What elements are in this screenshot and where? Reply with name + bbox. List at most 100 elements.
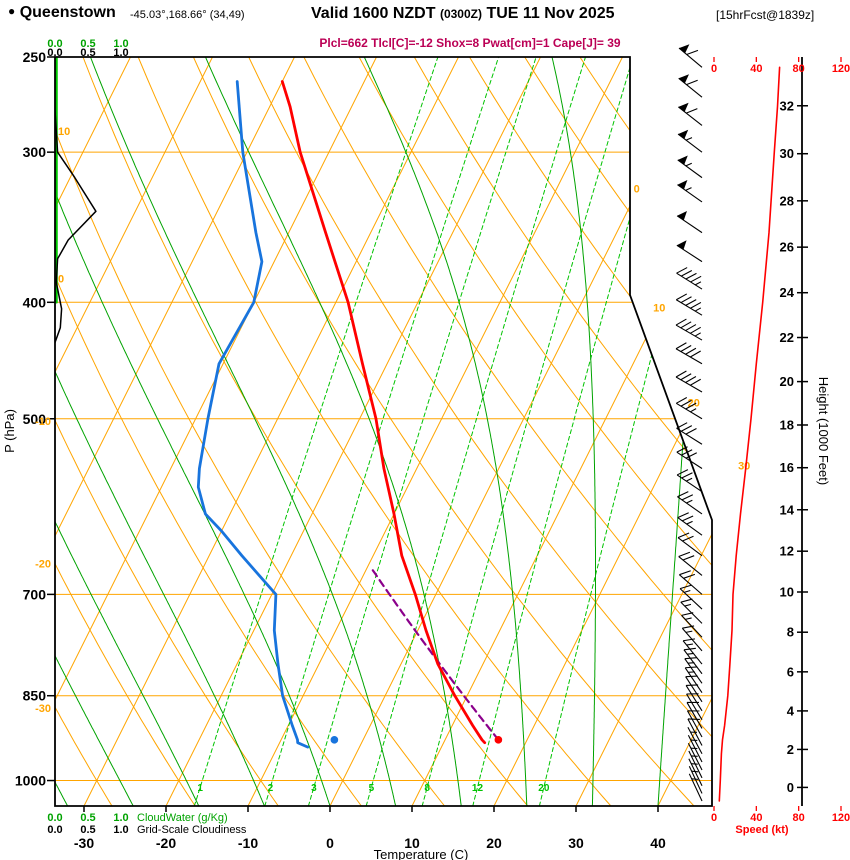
svg-text:16: 16 (780, 460, 794, 475)
svg-text:10: 10 (404, 835, 420, 851)
svg-text:-10: -10 (238, 835, 258, 851)
svg-text:5: 5 (369, 783, 375, 794)
surface-temp-dot (494, 736, 503, 744)
svg-text:1.0: 1.0 (113, 47, 128, 59)
svg-text:1000: 1000 (15, 773, 46, 789)
plot-frame (54, 56, 713, 807)
svg-text:850: 850 (23, 688, 47, 704)
svg-text:Height (1000 Feet): Height (1000 Feet) (816, 377, 831, 485)
sounding-parameters: Plcl=662 Tlcl[C]=-12 Shox=8 Pwat[cm]=1 C… (319, 36, 621, 50)
svg-text:700: 700 (23, 586, 47, 602)
svg-text:0: 0 (58, 273, 64, 285)
svg-text:0: 0 (326, 835, 334, 851)
svg-text:30: 30 (738, 461, 750, 473)
svg-text:-10: -10 (35, 416, 51, 428)
svg-text:-20: -20 (35, 559, 51, 571)
svg-text:0.0: 0.0 (47, 47, 62, 59)
svg-text:2: 2 (268, 783, 274, 794)
valid-prefix: Valid 1600 NZDT (311, 5, 436, 22)
svg-text:40: 40 (750, 812, 762, 824)
svg-text:6: 6 (787, 664, 794, 679)
svg-text:12: 12 (780, 544, 794, 559)
svg-text:28: 28 (780, 193, 794, 208)
svg-text:1: 1 (197, 783, 203, 794)
svg-text:1.0: 1.0 (113, 824, 128, 836)
valid-time: Valid 1600 NZDT (0300Z) TUE 11 Nov 2025 (311, 5, 615, 23)
svg-text:CloudWater (g/Kg): CloudWater (g/Kg) (137, 812, 228, 824)
svg-text:22: 22 (780, 330, 794, 345)
svg-text:2: 2 (787, 742, 794, 757)
valid-date: TUE 11 Nov 2025 (486, 5, 615, 22)
svg-text:120: 120 (832, 63, 850, 75)
svg-text:-20: -20 (156, 835, 176, 851)
station-bullet-icon: ● (8, 4, 16, 18)
svg-text:32: 32 (780, 98, 794, 113)
svg-text:0.0: 0.0 (47, 824, 62, 836)
svg-text:20: 20 (780, 374, 794, 389)
svg-text:0.5: 0.5 (80, 47, 95, 59)
forecast-tag: [15hrFcst@1839z] (716, 8, 815, 22)
surface-markers (330, 736, 503, 744)
svg-text:40: 40 (750, 63, 762, 75)
svg-text:250: 250 (23, 49, 47, 65)
svg-text:14: 14 (780, 502, 795, 517)
svg-text:0: 0 (711, 63, 717, 75)
svg-text:0.0: 0.0 (47, 812, 62, 824)
station-name: Queenstown (19, 4, 116, 21)
svg-text:0: 0 (711, 812, 717, 824)
svg-text:120: 120 (832, 812, 850, 824)
svg-text:P (hPa): P (hPa) (2, 409, 17, 453)
svg-text:8: 8 (424, 783, 430, 794)
station-coords: -45.03°,168.66° (34,49) (130, 9, 245, 21)
svg-text:0.5: 0.5 (80, 38, 95, 50)
svg-text:400: 400 (23, 294, 47, 310)
isobar-lines (55, 57, 712, 782)
valid-zulu: (0300Z) (439, 7, 482, 21)
dewpoint-curve (196, 80, 310, 749)
svg-text:26: 26 (780, 240, 794, 255)
wind-barbs (675, 44, 703, 802)
svg-text:1.0: 1.0 (113, 812, 128, 824)
svg-text:18: 18 (780, 417, 794, 432)
svg-text:20: 20 (688, 397, 700, 409)
svg-text:30: 30 (780, 146, 794, 161)
dry-adiabat-lines (55, 57, 712, 806)
svg-text:4: 4 (787, 703, 795, 718)
svg-text:3: 3 (311, 783, 317, 794)
svg-text:24: 24 (780, 285, 795, 300)
moist-adiabat-lines (55, 57, 702, 806)
svg-text:20: 20 (538, 783, 550, 794)
svg-text:500: 500 (23, 411, 47, 427)
speed-profile (718, 66, 781, 802)
svg-text:20: 20 (486, 835, 502, 851)
mixing-ratio-lines (193, 57, 712, 806)
cloud-scales: 0.00.00.50.51.01.00.00.00.50.51.01.0Clou… (47, 38, 247, 836)
svg-text:10: 10 (58, 126, 70, 138)
svg-text:10: 10 (780, 584, 794, 599)
temperature-curve (280, 80, 487, 745)
svg-text:Speed (kt): Speed (kt) (735, 824, 789, 836)
svg-text:10: 10 (653, 303, 665, 315)
svg-text:12: 12 (472, 783, 484, 794)
svg-text:0.5: 0.5 (80, 824, 95, 836)
cloudiness-profile (55, 109, 97, 344)
svg-text:0: 0 (787, 780, 794, 795)
isotherm-labels: 0 10 20 30 10 0 -10 -20 -30 (35, 126, 750, 715)
svg-text:-30: -30 (74, 835, 94, 851)
svg-text:1.0: 1.0 (113, 38, 128, 50)
svg-text:-30: -30 (35, 703, 51, 715)
plot-area (55, 57, 712, 806)
svg-text:30: 30 (568, 835, 584, 851)
svg-text:Temperature (C): Temperature (C) (374, 847, 469, 860)
svg-text:8: 8 (787, 625, 794, 640)
svg-text:0.5: 0.5 (80, 812, 95, 824)
station-title: ● Queenstown (8, 4, 116, 22)
svg-text:300: 300 (23, 144, 47, 160)
mixing-ratio-labels: 1 2 3 5 8 12 20 (197, 783, 549, 794)
temperature-axis: -30 -20 -10 0 10 20 30 40 Temperature (C) (74, 806, 666, 860)
